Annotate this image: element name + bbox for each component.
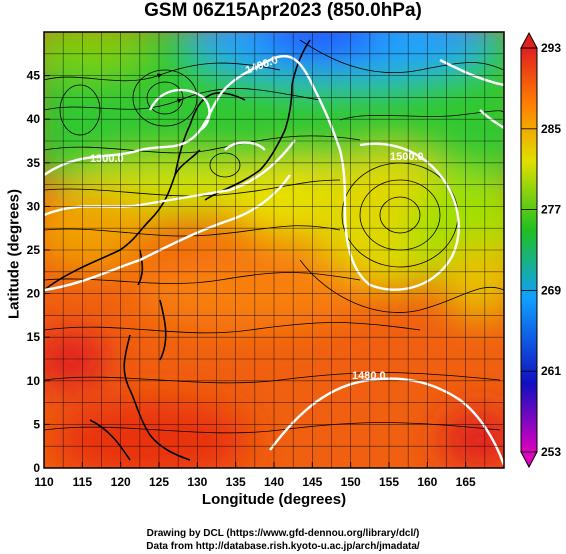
x-tick-label: 115: [73, 475, 93, 489]
contour-label: 1500.0: [390, 151, 424, 163]
colorbar-tick-label: 269: [541, 283, 561, 297]
map-title: GSM 06Z15Apr2023 (850.0hPa): [144, 0, 422, 21]
y-tick-label: 15: [27, 330, 41, 344]
y-tick-label: 0: [33, 461, 40, 475]
y-axis: 0 5 10 15 20 25 30 35 40 45: [27, 69, 50, 475]
x-tick-label: 165: [456, 475, 476, 489]
drawing-credit: Drawing by DCL (https://www.gfd-dennou.o…: [146, 528, 420, 539]
y-tick-label: 45: [27, 69, 41, 83]
x-tick-label: 145: [302, 475, 322, 489]
x-tick-label: 135: [226, 475, 246, 489]
y-tick-label: 20: [27, 287, 41, 301]
colorbar-tick-label: 285: [541, 122, 561, 136]
colorbar-tick-label: 277: [541, 203, 561, 217]
x-tick-label: 120: [111, 475, 131, 489]
colorbar-bottom-arrow: [520, 451, 538, 469]
temperature-field: [44, 32, 504, 468]
contour-label: 1500.0: [90, 153, 124, 165]
x-axis: 110 115 120 125 130 135 140 145 150 155 160 165: [34, 462, 476, 489]
y-tick-label: 40: [27, 112, 41, 126]
contour-label: 1480.0: [352, 370, 386, 382]
lat-lon-grid: [43, 31, 505, 469]
colorbar-tick-label: 253: [541, 445, 561, 459]
data-credit: Data from http://database.rish.kyoto-u.a…: [146, 541, 420, 552]
colorbar-tick-label: 261: [541, 364, 561, 378]
x-tick-label: 125: [149, 475, 169, 489]
colorbar-top-arrow: [520, 31, 538, 49]
x-tick-label: 130: [187, 475, 207, 489]
x-tick-label: 140: [264, 475, 284, 489]
colorbar: 253 261 269 277 285 293: [520, 31, 561, 469]
x-tick-label: 155: [379, 475, 399, 489]
x-tick-label: 110: [34, 475, 54, 489]
y-axis-title: Latitude (degrees): [5, 188, 23, 320]
y-tick-label: 30: [27, 199, 41, 213]
x-tick-label: 160: [417, 475, 437, 489]
y-tick-label: 35: [27, 156, 41, 170]
y-tick-label: 10: [27, 374, 41, 388]
x-axis-title: Longitude (degrees): [201, 491, 347, 508]
y-tick-label: 5: [33, 417, 40, 431]
height-contours: [44, 54, 504, 466]
colorbar-tick-label: 293: [541, 41, 561, 55]
x-tick-label: 150: [341, 475, 361, 489]
y-tick-label: 25: [27, 243, 41, 257]
colorbar-scale: [520, 47, 538, 453]
